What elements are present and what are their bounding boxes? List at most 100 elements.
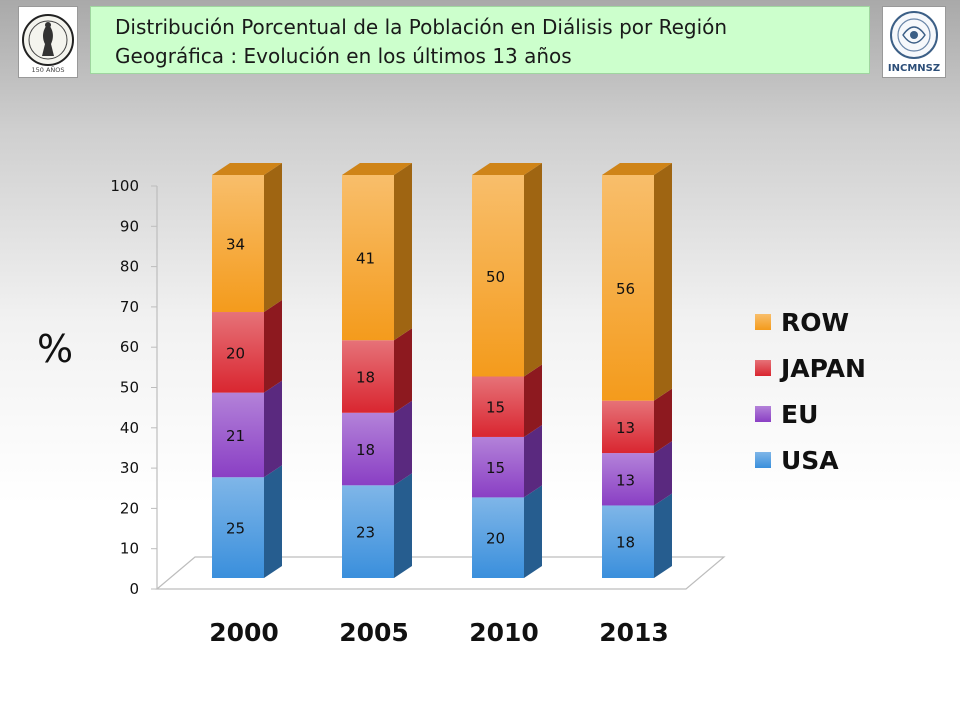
bar-side <box>394 400 412 486</box>
y-tick-label: 60 <box>120 338 139 356</box>
bar-segment-japan-2010 <box>472 364 542 437</box>
bar-front <box>472 376 524 437</box>
bar-front <box>472 436 524 498</box>
bar-side <box>264 465 282 578</box>
data-label: 50 <box>486 268 505 286</box>
institute-seal-icon: INCMNSZ <box>888 11 940 74</box>
bar-front <box>472 175 524 377</box>
data-label: 18 <box>616 534 635 552</box>
bar-side <box>654 388 672 454</box>
bar-segment-usa-2005 <box>342 473 412 578</box>
legend-label: ROW <box>781 308 849 337</box>
data-label: 56 <box>616 280 635 298</box>
x-tick-label: 2000 <box>209 618 279 647</box>
legend-item-japan: JAPAN <box>755 354 866 383</box>
x-tick-label: 2010 <box>469 618 539 647</box>
bar-segment-usa-2010 <box>472 485 542 578</box>
bar-segment-japan-2000 <box>212 300 282 393</box>
bar-side <box>394 328 412 413</box>
page-title-line1: Distribución Porcentual de la Población … <box>115 15 728 39</box>
bar-top <box>472 163 542 175</box>
bar-side <box>264 163 282 313</box>
bar-side <box>524 163 542 377</box>
bar-front <box>602 400 654 454</box>
bar-segment-eu-2005 <box>342 400 412 486</box>
bar-side <box>654 441 672 506</box>
y-tick-label: 10 <box>120 540 139 558</box>
data-label: 21 <box>226 427 245 445</box>
legend-swatch <box>755 360 771 376</box>
bar-front <box>602 453 654 506</box>
data-label: 34 <box>226 236 245 254</box>
y-tick-label: 0 <box>129 580 139 598</box>
legend-item-eu: EU <box>755 400 818 429</box>
bar-segment-row-2010 <box>472 163 542 377</box>
bar-top <box>342 163 412 175</box>
bar-segment-usa-2013 <box>602 493 672 578</box>
bar-segment-japan-2013 <box>602 388 672 454</box>
bar-front <box>602 505 654 578</box>
data-label: 20 <box>226 344 245 362</box>
bar-segment-eu-2010 <box>472 424 542 498</box>
y-axis-label: % <box>37 327 73 371</box>
bar-side <box>394 163 412 341</box>
legend-label: JAPAN <box>779 354 866 383</box>
y-tick-label: 20 <box>120 499 139 517</box>
data-label: 18 <box>356 441 375 459</box>
bar-side <box>264 300 282 393</box>
bar-segment-japan-2005 <box>342 328 412 413</box>
bar-side <box>654 493 672 578</box>
x-tick-label: 2013 <box>599 618 669 647</box>
data-label: 13 <box>616 419 635 437</box>
data-label: 25 <box>226 520 245 538</box>
legend-item-row: ROW <box>755 308 849 337</box>
title-box: Distribución Porcentual de la Población … <box>90 6 870 74</box>
legend-label: USA <box>781 446 839 475</box>
bar-front <box>342 340 394 413</box>
bar-front <box>212 175 264 313</box>
bar-front <box>602 175 654 401</box>
bar-top <box>212 163 282 175</box>
bar-side <box>654 163 672 401</box>
legend-label: EU <box>781 400 818 429</box>
bar-front <box>342 175 394 341</box>
bar-front <box>342 485 394 578</box>
bar-segment-row-2000 <box>212 163 282 313</box>
bar-front <box>212 312 264 393</box>
legend-swatch <box>755 452 771 468</box>
data-label: 41 <box>356 250 375 268</box>
y-tick-label: 40 <box>120 419 139 437</box>
bar-front <box>212 477 264 578</box>
y-tick-label: 70 <box>120 298 139 316</box>
data-label: 18 <box>356 369 375 387</box>
data-label: 13 <box>616 471 635 489</box>
legend-item-usa: USA <box>755 446 839 475</box>
bar-segment-eu-2000 <box>212 380 282 478</box>
university-seal-icon: 150 AÑOS <box>22 14 74 74</box>
y-tick-label: 30 <box>120 459 139 477</box>
bar-segment-usa-2000 <box>212 465 282 578</box>
bar-side <box>524 485 542 578</box>
legend-swatch <box>755 406 771 422</box>
legend-swatch <box>755 314 771 330</box>
bar-side <box>524 364 542 437</box>
x-tick-label: 2005 <box>339 618 409 647</box>
data-label: 15 <box>486 459 505 477</box>
bar-segment-row-2013 <box>602 163 672 401</box>
logo-left: 150 AÑOS <box>18 6 78 78</box>
bar-segment-row-2005 <box>342 163 412 341</box>
y-tick-label: 100 <box>110 177 139 195</box>
bar-side <box>394 473 412 578</box>
bar-segment-eu-2013 <box>602 441 672 506</box>
bar-top <box>602 163 672 175</box>
bar-side <box>264 380 282 478</box>
bar-front <box>212 392 264 478</box>
bar-front <box>472 497 524 578</box>
logo-right-caption: INCMNSZ <box>888 63 940 74</box>
page-title-line2: Geográfica : Evolución en los últimos 13… <box>115 44 572 68</box>
bar-front <box>342 412 394 486</box>
y-tick-label: 90 <box>120 217 139 235</box>
data-label: 15 <box>486 399 505 417</box>
data-label: 23 <box>356 524 375 542</box>
